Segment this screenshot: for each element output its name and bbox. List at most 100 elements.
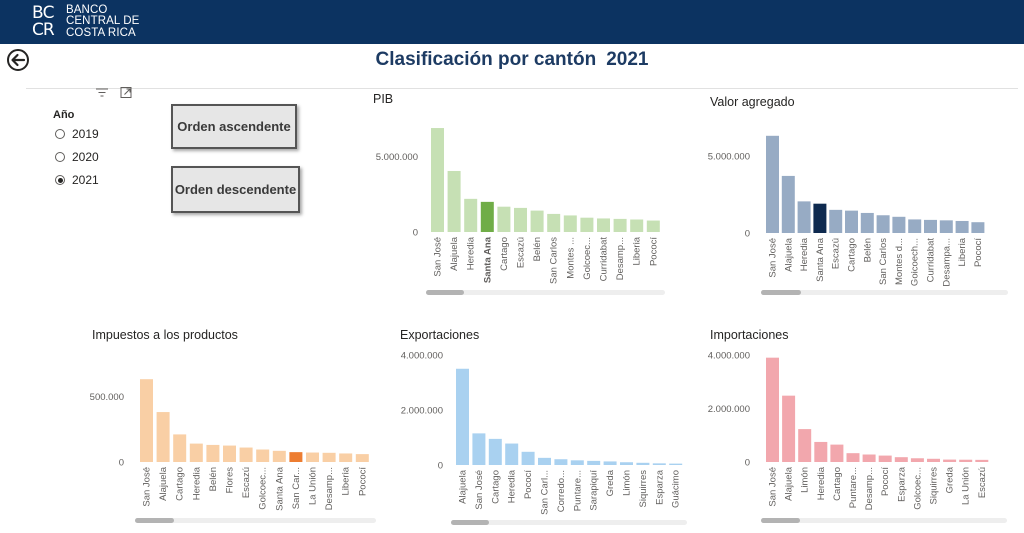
category-label: Santa Ana (482, 236, 493, 283)
bar (289, 452, 303, 462)
y-tick-label: 5.000.000 (376, 152, 418, 163)
category-label: Cartago (499, 237, 510, 271)
scrollbar-thumb[interactable] (135, 518, 174, 523)
category-label: Cartago (847, 238, 858, 272)
chart-title: Valor agregado (710, 95, 795, 109)
bar (514, 207, 527, 232)
sort-descending-button[interactable]: Orden descendente (171, 166, 300, 213)
bar (813, 203, 827, 233)
year-option-2021[interactable]: 2021 (55, 173, 99, 187)
bar (971, 222, 985, 233)
bar (587, 460, 601, 465)
category-label: Montes d... (894, 238, 905, 285)
bar (876, 215, 890, 233)
category-label: Alajuela (158, 466, 169, 501)
category-label: San José (474, 470, 485, 510)
bar (766, 135, 779, 233)
bar (892, 216, 906, 233)
category-label: Golcoec... (258, 467, 269, 510)
bar (480, 201, 494, 232)
logo-line-2: CENTRAL DE (66, 15, 140, 28)
logo-text: BANCO CENTRAL DE COSTA RICA (66, 4, 140, 40)
bar (630, 219, 644, 232)
bar (223, 445, 236, 462)
category-label: Liberia (957, 237, 968, 266)
scrollbar-thumb[interactable] (451, 520, 489, 525)
bar (894, 457, 908, 462)
category-label: Desampa... (941, 238, 952, 287)
category-label: Siquirres (929, 467, 940, 505)
chart-pib: PIB 0 5.000.000 San José Alajuela Heredia San… (373, 92, 673, 304)
bar (830, 444, 844, 462)
chart-importaciones: Importaciones 0 2.000.000 4.000.000 San Jos… (708, 328, 1010, 528)
year-option-label: 2020 (72, 150, 99, 164)
bar (547, 213, 561, 232)
radio-icon[interactable] (55, 152, 65, 162)
scrollbar-thumb[interactable] (761, 290, 801, 295)
bar (798, 429, 812, 462)
filter-icon[interactable] (96, 88, 108, 97)
bar (943, 459, 957, 462)
chart-svg: 0 5.000.000 San José Alajuela Heredia Santa A… (376, 128, 660, 284)
bar (846, 453, 860, 462)
chart-scrollbar[interactable] (135, 518, 376, 523)
category-label: Guácimo (671, 470, 682, 508)
chart-scrollbar[interactable] (426, 290, 665, 295)
radio-checked-icon[interactable] (55, 175, 65, 185)
year-option-2019[interactable]: 2019 (55, 127, 99, 141)
focus-mode-icon[interactable] (120, 87, 132, 98)
category-label: Belén (208, 467, 219, 491)
y-tick-label: 5.000.000 (708, 151, 750, 162)
category-label: Siquirres (638, 470, 649, 508)
category-label: Pococí (357, 467, 368, 496)
chart-scrollbar[interactable] (451, 520, 687, 525)
chart-impuestos: Impuestos a los productos 0 500.000 San Jo… (90, 328, 382, 528)
y-tick-label: 2.000.000 (401, 406, 443, 417)
y-tick-label: 4.000.000 (708, 351, 750, 362)
chart-scrollbar[interactable] (761, 518, 1007, 523)
year-option-2020[interactable]: 2020 (55, 150, 99, 164)
category-label: Heredia (466, 236, 477, 270)
page-title-year: 2021 (606, 49, 649, 70)
bar (975, 459, 989, 462)
category-label: Santa Ana (815, 237, 826, 282)
category-label: Pococí (880, 467, 891, 496)
chart-scrollbar[interactable] (761, 290, 1008, 295)
category-label: San José (433, 237, 444, 277)
bar (878, 455, 892, 462)
bar (620, 462, 633, 465)
y-tick-label: 0 (745, 229, 750, 240)
bar (908, 219, 922, 233)
category-label: Belén (862, 238, 873, 262)
y-tick-label: 500.000 (90, 392, 124, 403)
category-label: Curridabat (926, 238, 937, 283)
category-label: Desamp... (864, 467, 875, 510)
scrollbar-thumb[interactable] (761, 518, 801, 523)
category-label: San Carlos (878, 238, 889, 285)
bar (272, 450, 286, 462)
category-label: Puntare... (572, 470, 583, 511)
bar (597, 218, 610, 232)
back-button[interactable] (7, 49, 29, 71)
category-label: Flores (225, 467, 236, 494)
chart-svg: 0 2.000.000 4.000.000 San José Alajuela Limón… (708, 351, 989, 510)
bar (140, 379, 153, 462)
slicer-header-icons (96, 87, 132, 98)
category-label: Cartago (175, 467, 186, 501)
chart-svg: 0 5.000.000 San José Alajuela Heredia Santa A… (708, 135, 985, 287)
bar (156, 412, 170, 462)
category-label: Pococí (648, 237, 659, 266)
scrollbar-thumb[interactable] (426, 290, 465, 295)
bar (488, 438, 502, 465)
sort-ascending-button[interactable]: Orden ascendente (171, 104, 297, 149)
category-label: Sarapiquí (589, 470, 600, 511)
category-label: Heredia (507, 469, 518, 503)
bar (959, 459, 973, 462)
bar (910, 458, 924, 462)
radio-icon[interactable] (55, 129, 65, 139)
category-label: Esparza (654, 469, 665, 505)
category-label: Escazú (516, 237, 527, 268)
bar (782, 395, 796, 462)
year-slicer-title: Año (53, 109, 75, 121)
category-label: Desamp... (324, 467, 335, 510)
